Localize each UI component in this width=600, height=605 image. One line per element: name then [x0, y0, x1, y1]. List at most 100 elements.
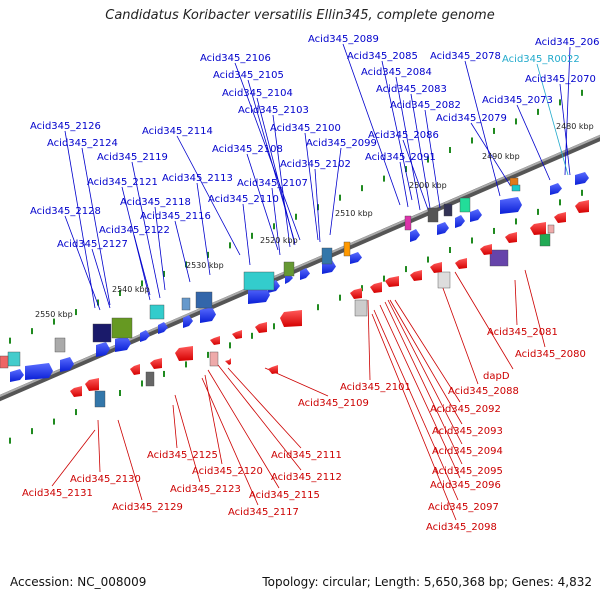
tick-layer — [9, 89, 583, 444]
plus-gene-label: Acid345_2070 — [525, 74, 596, 85]
minus-strand-gene — [410, 270, 422, 281]
feature-box — [511, 184, 521, 192]
minus-gene-label: Acid345_2096 — [430, 480, 501, 491]
feature-box — [54, 337, 66, 353]
minus-gene-label: dapD — [483, 371, 510, 382]
plus-strand-gene — [248, 287, 270, 304]
feature-box — [181, 297, 191, 311]
minus-leader-line — [379, 304, 461, 479]
minus-strand-gene — [175, 346, 193, 361]
accession-text: Accession: NC_008009 — [10, 575, 147, 589]
plus-leader-line — [470, 122, 511, 186]
plus-strand-gene — [183, 315, 193, 328]
minus-gene-label: Acid345_2080 — [515, 349, 586, 360]
map-title: Candidatus Koribacter versatilis Ellin34… — [105, 8, 495, 23]
plus-gene-label: Acid345_2122 — [99, 225, 170, 236]
minus-strand-gene — [255, 322, 267, 333]
plus-strand-gene — [25, 363, 53, 380]
plus-gene-label: Acid345_2083 — [376, 84, 447, 95]
plus-gene-label: Acid345_2118 — [120, 197, 191, 208]
plus-strand-gene — [96, 342, 110, 357]
minus-strand-gene — [505, 232, 517, 243]
plus-leader-line — [399, 161, 409, 208]
plus-gene-label: Acid345_2067 — [535, 37, 600, 48]
feature-box — [243, 271, 275, 291]
feature-box — [539, 233, 551, 247]
feature-box — [547, 224, 555, 234]
plus-leader-line — [64, 130, 96, 309]
feature-box — [195, 291, 213, 309]
minus-gene-label: Acid345_2131 — [22, 488, 93, 499]
plus-strand-gene — [470, 209, 482, 222]
plus-leader-line — [410, 93, 431, 209]
feature-box — [489, 249, 509, 267]
plus-strand-gene — [437, 222, 449, 235]
minus-leader-line — [371, 313, 457, 521]
minus-gene-label: Acid345_2094 — [432, 446, 503, 457]
minus-leader-line — [201, 377, 259, 506]
plus-gene-label: Acid345_2082 — [390, 100, 461, 111]
genome-summary-text: Topology: circular; Length: 5,650,368 bp… — [262, 575, 592, 589]
plus-leader-line — [81, 147, 111, 306]
plus-gene-label: Acid345_2085 — [347, 51, 418, 62]
plus-leader-line — [196, 182, 211, 276]
minus-strand-gene — [385, 276, 399, 287]
minus-gene-label: Acid345_2093 — [432, 426, 503, 437]
minus-strand-gene — [575, 200, 589, 213]
minus-leader-line — [387, 299, 463, 445]
plus-gene-label: Acid345_2086 — [368, 130, 439, 141]
backbone-layer — [0, 134, 600, 402]
plus-leader-line — [516, 104, 551, 181]
plus-leader-line — [314, 168, 321, 243]
scale-label-layer: 2480 kbp 2490 kbp 2500 kbp 2510 kbp 2520 kbp… — [35, 122, 594, 319]
plus-gene-label: Acid345_2106 — [200, 53, 271, 64]
minus-gene-label: Acid345_2125 — [147, 450, 218, 461]
feature-box — [0, 355, 9, 369]
gene-layer — [0, 172, 589, 408]
minus-leader-line — [384, 301, 463, 465]
scale-label: 2550 kbp — [35, 310, 73, 319]
plus-gene-label: Acid345_2126 — [30, 121, 101, 132]
minus-strand-gene — [554, 212, 566, 223]
minus-leader-line — [207, 369, 280, 489]
feature-box — [404, 215, 412, 231]
minus-gene-label: Acid345_2129 — [112, 502, 183, 513]
plus-leader-line — [464, 60, 501, 197]
minus-gene-label: Acid345_2088 — [448, 386, 519, 397]
scale-label: 2520 kbp — [260, 236, 298, 245]
minus-strand-gene — [530, 222, 546, 235]
plus-gene-label: Acid345_2073 — [482, 95, 553, 106]
minus-strand-gene — [210, 336, 220, 345]
plus-gene-label: Acid345_2089 — [308, 34, 379, 45]
minus-leader-line — [227, 367, 302, 449]
feature-box — [443, 203, 453, 217]
minus-strand-gene — [430, 262, 442, 273]
plus-leader-line — [154, 206, 166, 291]
feature-box — [354, 299, 368, 317]
plus-leader-line — [242, 203, 251, 266]
minus-strand-gene — [455, 258, 467, 269]
plus-strand-gene — [350, 252, 362, 264]
plus-gene-label: Acid345_2100 — [270, 123, 341, 134]
leader-line-layer — [51, 43, 571, 521]
plus-strand-gene — [550, 183, 562, 195]
plus-leader-line — [564, 46, 571, 176]
feature-box — [321, 247, 333, 265]
minus-gene-label: Acid345_2123 — [170, 484, 241, 495]
minus-leader-line — [394, 299, 461, 403]
scale-label: 2490 kbp — [482, 152, 520, 161]
plus-strand-gene — [410, 229, 420, 242]
plus-leader-line — [174, 220, 191, 283]
minus-gene-label: Acid345_2092 — [430, 404, 501, 415]
minus-gene-label: Acid345_2111 — [271, 450, 342, 461]
minus-gene-label: Acid345_2130 — [70, 474, 141, 485]
minus-gene-label: Acid345_2115 — [249, 490, 320, 501]
minus-gene-label: Acid345_2081 — [487, 327, 558, 338]
feature-box — [283, 261, 295, 277]
minus-leader-line — [217, 364, 302, 471]
minus-leader-line — [389, 299, 463, 425]
minus-leader-line — [97, 419, 101, 473]
plus-strand-gene — [140, 330, 150, 342]
minus-gene-label: Acid345_2098 — [426, 522, 497, 533]
